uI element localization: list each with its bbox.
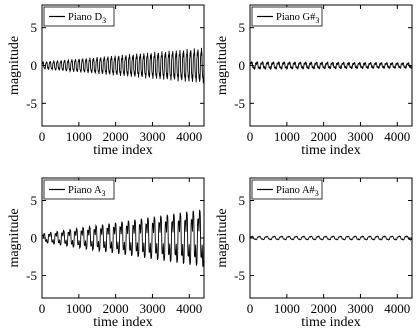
legend-subscript: 3: [102, 16, 106, 25]
series-line: [41, 47, 205, 84]
y-tick-label: 0: [31, 58, 38, 73]
x-tick-label: 2000: [311, 301, 337, 316]
y-axis-label: magnitude: [7, 36, 22, 95]
x-tick-label: 4000: [176, 129, 202, 144]
x-tick-label: 0: [247, 301, 254, 316]
x-tick-label: 1000: [274, 129, 300, 144]
chart-panel-4: 0 1000 2000 3000 4000 -5 0 5 time index magnitude…: [215, 177, 413, 328]
y-tick-label: -5: [234, 268, 245, 283]
x-tick-label: 4000: [384, 129, 410, 144]
y-axis-label: magnitude: [215, 208, 230, 267]
x-tick-label: 4000: [176, 301, 202, 316]
legend-subscript: 3: [315, 189, 319, 198]
series-line: [249, 60, 413, 71]
x-axis-label: time index: [301, 315, 361, 328]
x-tick-label: 1000: [274, 301, 300, 316]
x-tick-label: 4000: [384, 301, 410, 316]
x-tick-label: 1000: [66, 301, 92, 316]
chart-panel-2: 0 1000 2000 3000 4000 -5 0 5 time index magnitude…: [215, 4, 413, 158]
y-tick-label: 0: [239, 58, 246, 73]
x-tick-label: 0: [247, 129, 254, 144]
x-tick-label: 2000: [311, 129, 337, 144]
x-tick-label: 0: [39, 129, 46, 144]
y-tick-label: 0: [239, 231, 246, 246]
legend-label: Piano G#3: [276, 12, 319, 25]
legend-box: [251, 6, 323, 27]
y-axis-label: magnitude: [7, 208, 22, 267]
chart-panel-1: 0 1000 2000 3000 4000 -5 0 5 time index magnitude…: [7, 4, 205, 158]
legend-label: Piano A3: [68, 185, 106, 198]
series-line: [249, 235, 413, 241]
y-tick-label: -5: [26, 96, 37, 111]
x-tick-label: 3000: [139, 301, 165, 316]
x-tick-label: 2000: [103, 129, 129, 144]
legend-subscript: 3: [315, 16, 319, 25]
y-axis-label: magnitude: [215, 36, 230, 95]
x-tick-label: 3000: [139, 129, 165, 144]
legend-label: Piano A#3: [276, 185, 319, 198]
y-tick-label: 5: [239, 20, 246, 35]
x-tick-label: 0: [39, 301, 46, 316]
x-tick-label: 2000: [103, 301, 129, 316]
series-line: [41, 209, 205, 267]
y-tick-label: -5: [26, 268, 37, 283]
y-tick-label: -5: [234, 96, 245, 111]
legend-box: [251, 179, 323, 200]
legend-label: Piano D3: [68, 12, 106, 25]
y-tick-label: 0: [31, 231, 38, 246]
y-tick-label: 5: [239, 193, 246, 208]
x-axis-label: time index: [93, 315, 153, 328]
y-tick-label: 5: [31, 20, 38, 35]
y-tick-label: 5: [31, 193, 38, 208]
legend-subscript: 3: [102, 189, 106, 198]
chart-panel-3: 0 1000 2000 3000 4000 -5 0 5 time index magnitude…: [7, 177, 205, 328]
x-axis-label: time index: [93, 143, 153, 158]
legend-box: [43, 6, 115, 27]
x-axis-label: time index: [301, 143, 361, 158]
legend-box: [43, 179, 115, 200]
x-tick-label: 3000: [347, 129, 373, 144]
x-tick-label: 1000: [66, 129, 92, 144]
x-tick-label: 3000: [347, 301, 373, 316]
